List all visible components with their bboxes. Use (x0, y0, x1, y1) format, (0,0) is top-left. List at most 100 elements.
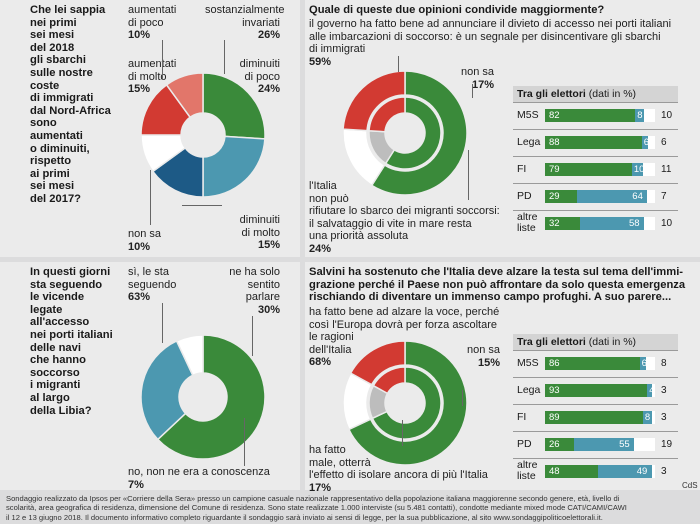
bar-value-rest: 8 (661, 358, 667, 369)
bar-segment-green (545, 438, 574, 451)
donut-slice-l-italia-non-pu-rifiutare-lo-sbarco-inner (368, 96, 406, 133)
bar-segment-white (644, 217, 655, 230)
bar-value-green: 89 (549, 412, 560, 423)
q4-table-title: Tra gli elettori (dati in %) (513, 334, 678, 350)
q2-option-1: il governo ha fatto bene ad annunciare i… (309, 18, 672, 68)
row-label: altre liste (517, 211, 538, 234)
row-label: M5S (517, 357, 539, 369)
donut-slice-ha-fatto-male (349, 340, 406, 386)
row-label: FI (517, 163, 527, 175)
donut-slice-diminuiti-di-poco (202, 135, 266, 198)
bar-segment-green (545, 217, 581, 230)
q2-label-non-sa: non sa 17% (460, 66, 494, 91)
table-row: PD 29 64 7 (513, 183, 678, 210)
stacked-bar: 86 6 (545, 357, 655, 370)
q4-leader-line (462, 390, 463, 406)
bar-segment-teal (641, 136, 649, 149)
q2-question: Quale di queste due opinioni condivide m… (309, 4, 605, 16)
q4-leader-line (402, 420, 403, 446)
table-row: altre liste 32 58 10 (513, 210, 678, 237)
q2-leader-line (468, 150, 469, 200)
stacked-bar: 29 64 (545, 190, 655, 203)
bar-value-green: 93 (549, 385, 560, 396)
q1-leader-line (162, 40, 163, 80)
q2-table-title: Tra gli elettori (dati in %) (513, 86, 678, 102)
bar-value-rest: 7 (661, 191, 667, 202)
credit: CdS (682, 481, 698, 490)
bar-value-green: 26 (549, 439, 560, 450)
donut-slice-aumentati-di-poco (165, 72, 204, 119)
donut-slice-l-italia-non-pu-rifiutare-lo-sbarco (342, 70, 406, 132)
bar-value-rest: 3 (661, 385, 667, 396)
bar-segment-teal (642, 411, 652, 424)
bar-value-rest: 6 (661, 137, 667, 148)
bar-value-green: 82 (549, 110, 560, 121)
bar-value-green: 48 (549, 466, 560, 477)
table-row: M5S 82 8 10 (513, 102, 678, 129)
q3-donut-chart (140, 334, 266, 460)
q1-label-non-sa: non sa 10% (128, 228, 162, 253)
bar-segment-teal (631, 163, 643, 176)
q1-label-diminuiti-di-poco: diminuiti di poco 24% (239, 58, 280, 95)
bar-value-green: 79 (549, 164, 560, 175)
q1-label-aumentati-di-molto: aumentati di molto 15% (128, 58, 177, 95)
bar-segment-green (545, 465, 598, 478)
bar-value-teal: 55 (619, 439, 630, 450)
table-row: FI 79 10 11 (513, 156, 678, 183)
q1-label-sostanzialmente-invariati: sostanzialmente invariati 26% (205, 4, 285, 41)
q4-voters-table: Tra gli elettori (dati in %) M5S 86 6 8 Lega… (513, 334, 678, 485)
bar-value-green: 88 (549, 137, 560, 148)
q4-question: Salvini ha sostenuto che l'Italia deve a… (309, 266, 686, 304)
bar-segment-teal (647, 384, 652, 397)
bar-segment-green (545, 357, 640, 370)
bar-value-teal: 8 (644, 412, 651, 423)
donut-slice-no-non-ne-era-a-conoscenza (175, 334, 204, 377)
bar-segment-white (634, 438, 655, 451)
q2-leader-line (472, 84, 473, 98)
bar-segment-white (644, 109, 655, 122)
stacked-bar: 89 8 (545, 411, 655, 424)
q3-label-ne-ha-solo-sentito-parlare: ne ha solo sentito parlare 30% (229, 266, 280, 316)
q3-leader-line (244, 418, 245, 466)
bar-value-teal: 64 (632, 191, 643, 202)
bar-value-green: 29 (549, 191, 560, 202)
bar-segment-white (651, 384, 655, 397)
bar-segment-teal (576, 190, 648, 203)
bar-segment-white (651, 465, 655, 478)
q3-label-si: sì, le sta seguendo 63% (128, 266, 177, 303)
row-label: PD (517, 438, 532, 450)
bar-segment-teal (635, 109, 644, 122)
stacked-bar: 48 49 (545, 465, 655, 478)
donut-slice-s-le-sta-seguendo (156, 334, 266, 460)
table-row: PD 26 55 19 (513, 431, 678, 458)
donut-slice-sostanzialmente-invariati (202, 72, 266, 140)
q2-leader-line (398, 56, 399, 72)
bar-segment-teal (580, 217, 644, 230)
row-label: altre liste (517, 459, 538, 482)
q4-donut-chart (342, 340, 468, 466)
row-label: FI (517, 411, 527, 423)
bar-value-rest: 11 (661, 164, 672, 175)
footnote: Sondaggio realizzato da Ipsos per «Corri… (6, 494, 627, 522)
row-label: PD (517, 190, 532, 202)
q1-leader-line (224, 40, 225, 74)
bar-segment-teal (573, 438, 635, 451)
donut-slice-ha-fatto-bene-ad-alzare-la-voce (347, 340, 468, 466)
donut-slice-ha-fatto-male-inner (372, 366, 406, 395)
bar-value-teal: 4 (649, 385, 655, 396)
q2-option-2: l'Italia non può rifiutare lo sbarco dei … (309, 180, 500, 255)
bar-segment-teal (639, 357, 647, 370)
q3-question: In questi giorni sta seguendo le vicende l… (30, 266, 113, 417)
bar-value-rest: 10 (661, 218, 673, 229)
bar-segment-white (648, 136, 655, 149)
table-row: Lega 93 4 3 (513, 377, 678, 404)
q1-leader-line (150, 170, 151, 225)
stacked-bar: 26 55 (545, 438, 655, 451)
bar-segment-green (545, 136, 642, 149)
q2-donut-chart (342, 70, 468, 196)
bar-value-rest: 3 (661, 412, 667, 423)
donut-slice-il-governo-ha-fatto-bene (370, 70, 468, 196)
bar-segment-white (647, 190, 655, 203)
bar-value-teal: 10 (633, 164, 645, 175)
bar-segment-white (651, 411, 655, 424)
